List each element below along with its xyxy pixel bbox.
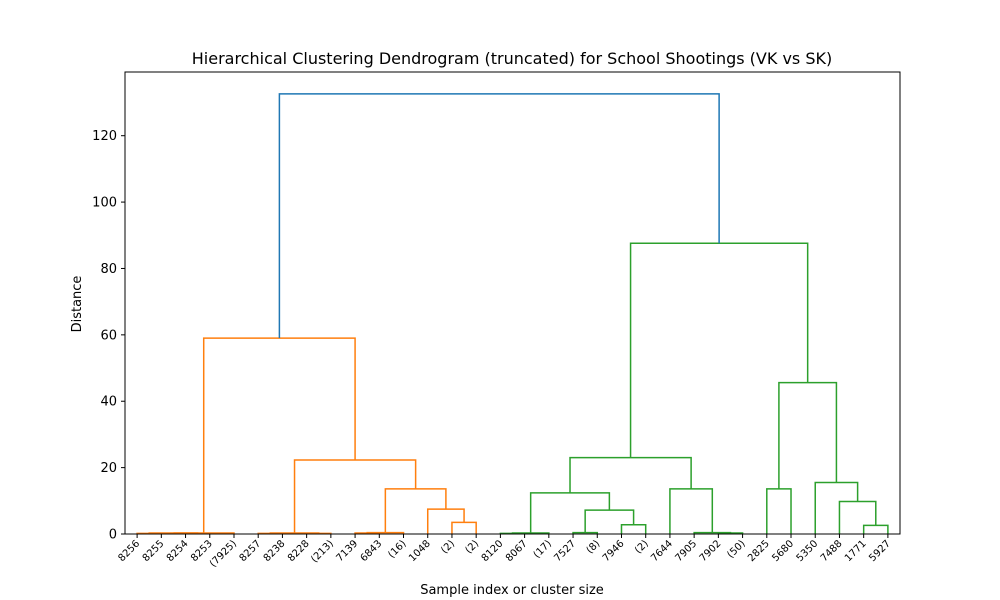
dendrogram-links [136, 93, 889, 535]
dendrogram-link [814, 481, 859, 534]
x-axis-label: Sample index or cluster size [420, 583, 604, 598]
y-tick-label: 40 [100, 395, 117, 410]
y-tick-label: 120 [92, 129, 117, 144]
y-axis-label: Distance [70, 276, 85, 333]
y-tick-label: 20 [100, 461, 117, 476]
plot-frame [124, 71, 901, 535]
dendrogram-link [451, 521, 477, 534]
chart-title: Hierarchical Clustering Dendrogram (trun… [192, 49, 832, 68]
dendrogram-link [278, 93, 720, 339]
y-tick-label: 0 [109, 528, 117, 543]
y-tick-label: 100 [92, 196, 117, 211]
y-tick-label: 80 [100, 262, 117, 277]
dendrogram-link [293, 459, 417, 534]
y-axis: 0 20 40 60 80 100 120 [92, 129, 125, 543]
y-tick-label: 60 [100, 328, 117, 343]
